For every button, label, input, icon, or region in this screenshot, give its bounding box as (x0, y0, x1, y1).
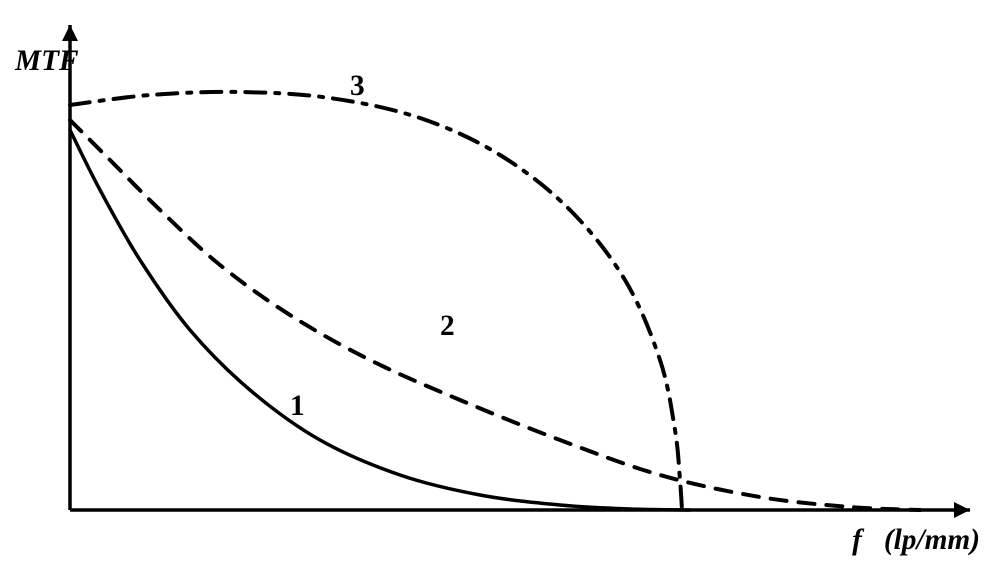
curve-label-1: 1 (290, 390, 305, 423)
x-axis-var: f (852, 524, 862, 556)
mtf-chart: MTF f (lp/mm) 1 2 3 (0, 0, 1000, 582)
x-axis-label: f (lp/mm) (852, 524, 980, 557)
y-axis-label: MTF (15, 45, 79, 78)
curve-label-2: 2 (440, 310, 455, 343)
chart-svg (0, 0, 1000, 582)
curve-label-3: 3 (350, 70, 365, 103)
x-axis-unit: (lp/mm) (884, 524, 980, 556)
x-axis-space (869, 524, 876, 556)
